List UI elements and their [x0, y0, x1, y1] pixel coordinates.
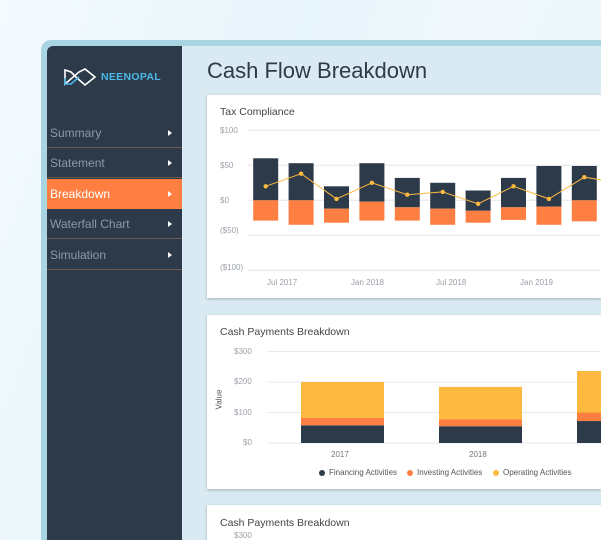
sidebar-item-label: Simulation	[50, 247, 107, 262]
line-point	[546, 196, 552, 202]
bar-dark	[288, 163, 314, 201]
line-point	[405, 192, 410, 197]
y-tick-label: $100	[220, 126, 238, 135]
stacked-bar-segment	[301, 382, 384, 418]
x-tick-label: 2017	[331, 450, 349, 459]
bar-dark	[501, 177, 526, 208]
sidebar-item-label: Breakdown	[50, 186, 111, 201]
bar-orange	[465, 210, 491, 223]
cash-payments-card: Cash Payments Breakdown $300 $200 $100 $…	[207, 315, 601, 489]
stacked-bar-segment	[439, 386, 522, 420]
y-tick-label: $300	[234, 531, 252, 540]
y-tick-label: $200	[234, 377, 252, 386]
line-point	[298, 171, 304, 176]
legend-label: Financing Activities	[329, 468, 398, 477]
bar-orange	[501, 207, 526, 220]
brand-logo: NEENOPAL	[63, 68, 161, 86]
y-tick-label: $300	[234, 347, 252, 356]
line-point	[263, 184, 268, 189]
chart-title: Cash Payments Breakdown	[220, 517, 350, 529]
x-tick-label: Jul 2017	[267, 278, 298, 287]
x-tick-label: 2018	[469, 450, 487, 459]
bar-orange	[288, 200, 314, 225]
stacked-bar-segment	[301, 425, 384, 443]
legend-label: Operating Activities	[503, 468, 572, 477]
brand-name: NEENOPAL	[101, 71, 161, 83]
x-tick-label: Jul 2018	[436, 278, 467, 287]
x-tick-label: Jan 2019	[520, 278, 553, 287]
sidebar-item-statement[interactable]: Statement	[47, 148, 182, 178]
y-tick-label: ($50)	[220, 226, 239, 235]
line-point	[582, 175, 587, 180]
y-tick-label: $0	[220, 196, 229, 205]
tax-compliance-card: Tax Compliance $100 $50 $0 ($50) ($100) …	[207, 95, 601, 298]
legend-dot-icon	[319, 469, 325, 476]
x-tick-label: Jan 2018	[351, 278, 384, 287]
bar-orange	[536, 206, 562, 225]
stacked-bar-segment	[577, 412, 601, 422]
bar-orange	[430, 208, 456, 225]
bar-dark	[465, 190, 491, 211]
stacked-bar-segment	[301, 417, 384, 426]
bar-orange	[253, 200, 279, 221]
stacked-bar-segment	[439, 426, 522, 443]
stacked-bar-segment	[577, 421, 601, 443]
legend-operating[interactable]: Operating Activities	[493, 468, 571, 477]
chart-title: Tax Compliance	[220, 106, 295, 118]
bar-dark	[571, 166, 597, 201]
bar-orange	[359, 201, 385, 221]
sidebar-item-waterfall-chart[interactable]: Waterfall Chart	[47, 209, 182, 239]
sidebar-item-label: Waterfall Chart	[50, 216, 130, 231]
sidebar: NEENOPAL Summary Statement Breakdown Wat…	[47, 46, 182, 540]
stacked-bar-segment	[577, 371, 601, 413]
line-point	[440, 189, 445, 195]
sidebar-item-simulation[interactable]: Simulation	[47, 240, 182, 270]
legend-dot-icon	[493, 469, 499, 476]
bar-dark	[430, 182, 456, 209]
stacked-bar-segment	[439, 419, 522, 427]
bar-dark	[253, 158, 279, 201]
y-axis-label: Value	[214, 389, 224, 410]
legend-investing[interactable]: Investing Activities	[407, 468, 482, 477]
line-point	[511, 184, 516, 189]
line-point	[475, 201, 481, 206]
caret-right-icon	[168, 190, 172, 197]
sidebar-item-summary[interactable]: Summary	[47, 118, 182, 148]
bar-orange	[324, 208, 349, 223]
tax-compliance-chart	[248, 129, 601, 271]
infinity-logo-icon	[64, 68, 97, 86]
caret-right-icon	[168, 159, 172, 166]
chart-title: Cash Payments Breakdown	[220, 326, 350, 338]
legend-label: Investing Activities	[417, 468, 483, 477]
y-tick-label: $0	[243, 438, 252, 447]
sidebar-item-breakdown[interactable]: Breakdown	[47, 179, 182, 209]
bar-orange	[571, 200, 597, 222]
y-tick-label: $50	[220, 161, 234, 170]
bar-orange	[394, 207, 420, 221]
sidebar-item-label: Statement	[50, 155, 105, 170]
page-title: Cash Flow Breakdown	[207, 58, 428, 83]
caret-right-icon	[168, 220, 172, 227]
y-tick-label: ($100)	[220, 263, 244, 272]
cash-payments-card-2: Cash Payments Breakdown $300	[207, 505, 601, 540]
caret-right-icon	[168, 129, 172, 136]
caret-right-icon	[168, 251, 172, 258]
y-tick-label: $100	[234, 408, 252, 417]
cash-payments-chart	[267, 351, 601, 444]
line-point	[369, 180, 375, 185]
legend-financing[interactable]: Financing Activities	[319, 468, 397, 477]
legend-dot-icon	[407, 469, 413, 476]
sidebar-item-label: Summary	[50, 125, 102, 140]
line-point	[334, 196, 339, 202]
